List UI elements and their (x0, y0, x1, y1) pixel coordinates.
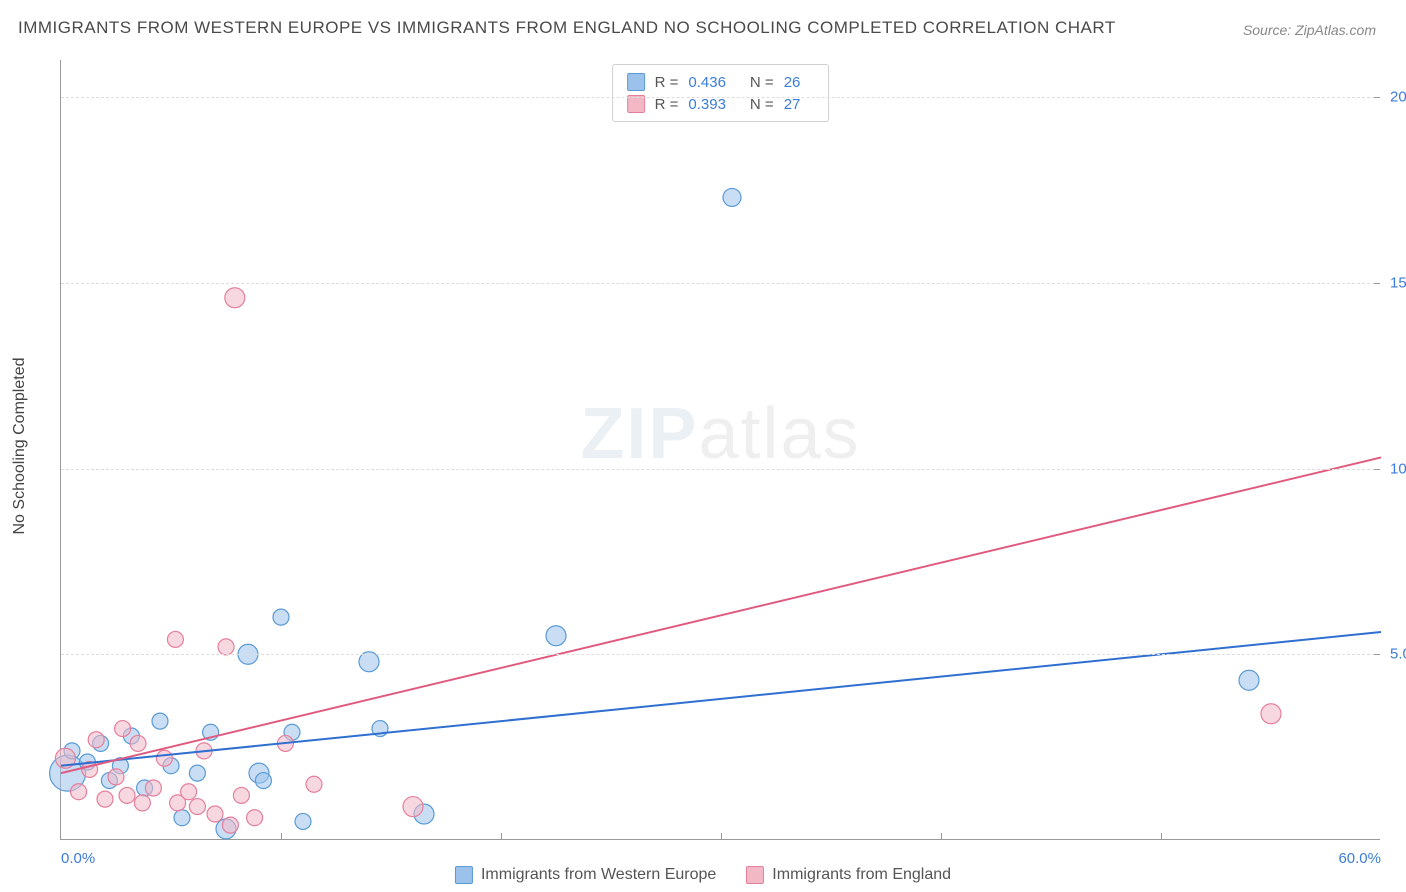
data-point (167, 631, 183, 647)
data-point (233, 787, 249, 803)
x-tick-mark (281, 833, 282, 839)
x-tick-mark (501, 833, 502, 839)
data-point (181, 784, 197, 800)
y-tick-label: 10.0% (1390, 460, 1406, 477)
y-tick-mark (1374, 283, 1380, 284)
data-point (207, 806, 223, 822)
source-attribution: Source: ZipAtlas.com (1243, 22, 1376, 38)
y-tick-label: 15.0% (1390, 274, 1406, 291)
plot-area: ZIPatlas R = 0.436 N = 26 R = 0.393 N = … (60, 60, 1380, 840)
data-point (174, 810, 190, 826)
y-tick-label: 20.0% (1390, 89, 1406, 106)
data-point (247, 810, 263, 826)
data-point (97, 791, 113, 807)
gridline (61, 654, 1380, 655)
data-point (546, 626, 566, 646)
data-point (189, 765, 205, 781)
data-point (225, 288, 245, 308)
x-tick-label: 60.0% (1338, 850, 1381, 867)
series-label: Immigrants from England (772, 866, 951, 884)
data-point (222, 817, 238, 833)
gridline (61, 97, 1380, 98)
legend-swatch-pink (746, 866, 764, 884)
gridline (61, 469, 1380, 470)
y-tick-mark (1374, 654, 1380, 655)
data-point (119, 787, 135, 803)
y-tick-mark (1374, 469, 1380, 470)
data-point (189, 799, 205, 815)
series-label: Immigrants from Western Europe (481, 866, 716, 884)
data-point (130, 735, 146, 751)
data-point (218, 639, 234, 655)
legend-swatch-blue (455, 866, 473, 884)
y-tick-label: 5.0% (1390, 646, 1406, 663)
x-tick-label: 0.0% (61, 850, 95, 867)
data-point (403, 797, 423, 817)
data-point (723, 188, 741, 206)
data-point (156, 750, 172, 766)
series-legend: Immigrants from Western Europe Immigrant… (455, 866, 951, 884)
gridline (61, 283, 1380, 284)
x-tick-mark (721, 833, 722, 839)
data-point (152, 713, 168, 729)
chart-title: IMMIGRANTS FROM WESTERN EUROPE VS IMMIGR… (18, 18, 1116, 38)
data-point (88, 732, 104, 748)
y-axis-label: No Schooling Completed (11, 358, 29, 535)
series-legend-item: Immigrants from Western Europe (455, 866, 716, 884)
x-tick-mark (941, 833, 942, 839)
data-point (1239, 670, 1259, 690)
trend-line (61, 632, 1381, 766)
data-point (134, 795, 150, 811)
data-point (295, 813, 311, 829)
y-tick-mark (1374, 97, 1380, 98)
x-tick-mark (1161, 833, 1162, 839)
chart-svg (61, 60, 1380, 839)
data-point (115, 721, 131, 737)
data-point (71, 784, 87, 800)
series-legend-item: Immigrants from England (746, 866, 951, 884)
data-point (255, 773, 271, 789)
trend-line (61, 457, 1381, 773)
data-point (1261, 704, 1281, 724)
data-point (108, 769, 124, 785)
data-point (273, 609, 289, 625)
data-point (145, 780, 161, 796)
data-point (306, 776, 322, 792)
